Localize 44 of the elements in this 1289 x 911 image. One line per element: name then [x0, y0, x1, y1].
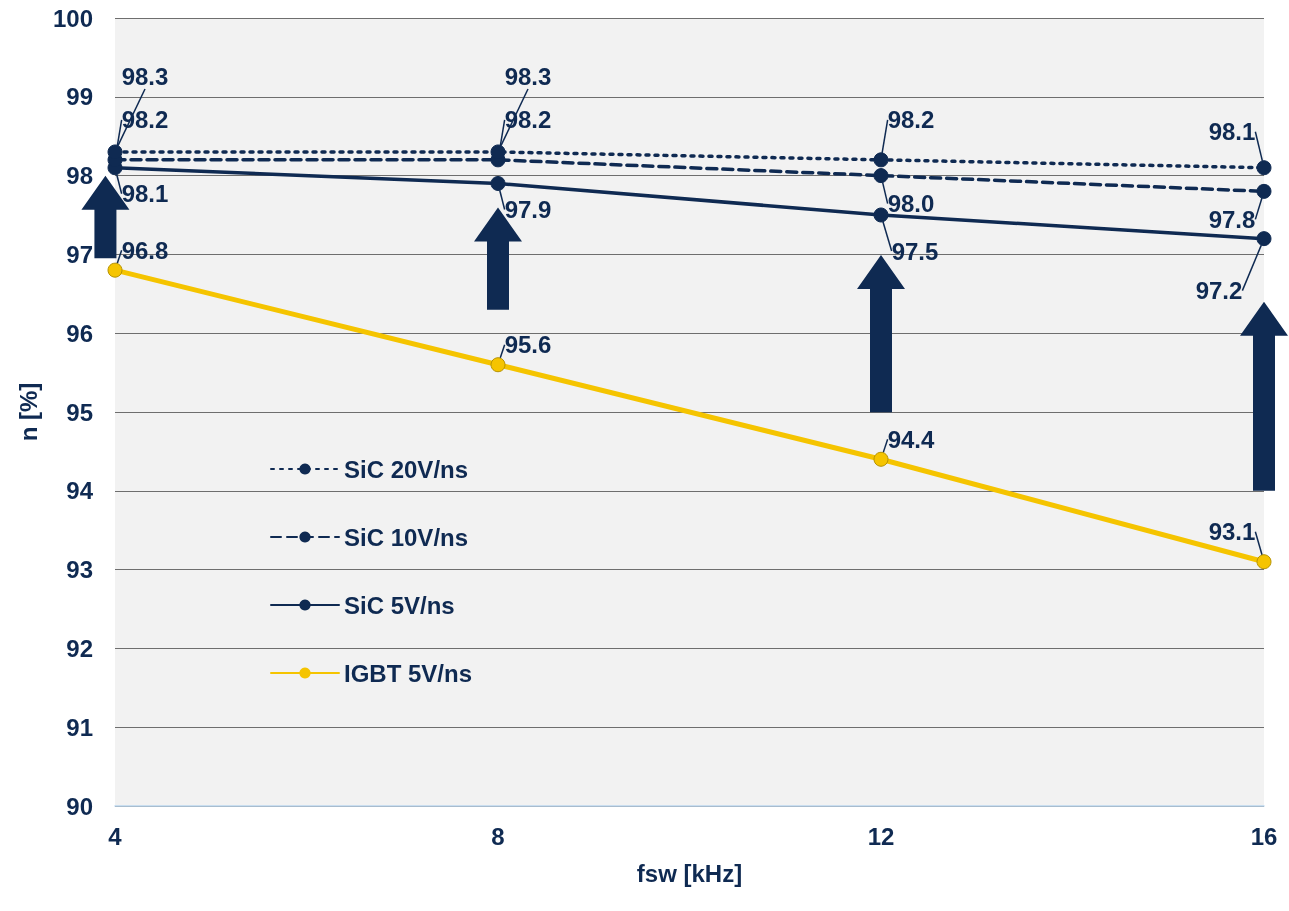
- x-axis-title: fsw [kHz]: [636, 859, 743, 887]
- y-tick-label: 96: [66, 319, 93, 347]
- data-label: 98.3: [121, 63, 169, 91]
- point: [873, 152, 889, 168]
- data-label: 98.0: [887, 190, 935, 218]
- y-tick-label: 92: [66, 634, 93, 662]
- legend-label: SiC 10V/ns: [344, 523, 469, 551]
- legend-label: SiC 5V/ns: [344, 591, 455, 619]
- data-label: 97.2: [1195, 277, 1243, 305]
- data-label: 95.6: [504, 331, 552, 359]
- y-tick-label: 91: [66, 713, 93, 741]
- point: [1256, 183, 1272, 199]
- point: [1256, 160, 1272, 176]
- x-tick-label: 12: [867, 822, 895, 850]
- y-tick-label: 94: [66, 477, 94, 505]
- x-tick-label: 8: [491, 822, 505, 850]
- y-tick-label: 95: [66, 398, 93, 426]
- x-tick-label: 16: [1250, 822, 1278, 850]
- data-label: 98.1: [1208, 118, 1256, 146]
- point: [873, 168, 889, 184]
- data-label: 97.8: [1208, 205, 1256, 233]
- data-label: 98.1: [121, 180, 169, 208]
- y-tick-label: 93: [66, 556, 93, 584]
- y-tick-label: 100: [52, 4, 93, 32]
- point: [490, 175, 506, 191]
- y-axis-title: n [%]: [14, 382, 42, 442]
- point: [107, 262, 123, 278]
- data-label: 98.3: [504, 63, 552, 91]
- legend-label: IGBT 5V/ns: [344, 659, 473, 687]
- y-tick-label: 90: [66, 792, 93, 820]
- y-tick-label: 99: [66, 83, 93, 111]
- y-tick-label: 98: [66, 162, 93, 190]
- point: [490, 357, 506, 373]
- data-label: 97.9: [504, 195, 552, 223]
- point: [873, 207, 889, 223]
- point: [873, 451, 889, 467]
- point: [1256, 554, 1272, 570]
- point: [1256, 231, 1272, 247]
- y-tick-label: 97: [66, 240, 93, 268]
- data-label: 98.2: [887, 106, 935, 134]
- legend-label: SiC 20V/ns: [344, 455, 469, 483]
- data-label: 94.4: [887, 425, 935, 453]
- data-label: 93.1: [1208, 518, 1256, 546]
- x-tick-label: 4: [108, 822, 123, 850]
